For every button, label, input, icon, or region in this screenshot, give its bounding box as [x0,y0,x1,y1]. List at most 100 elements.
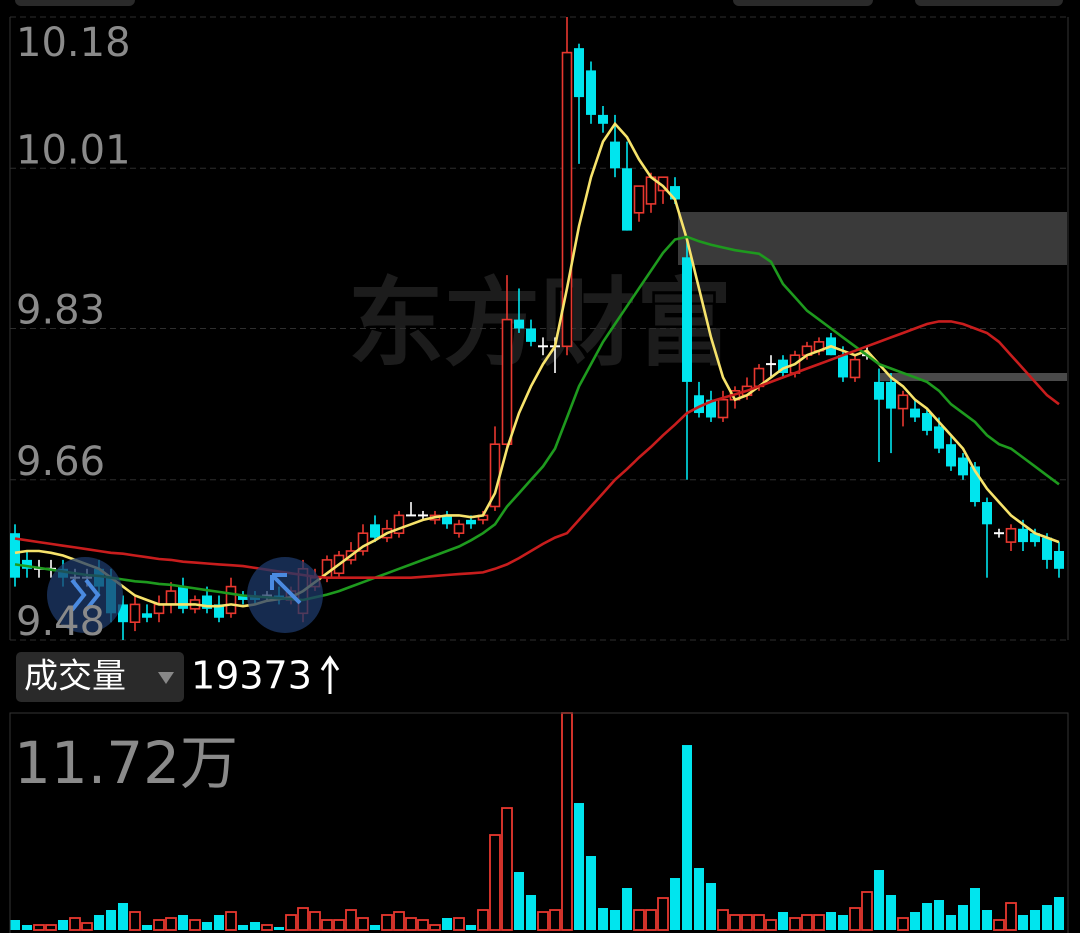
nav-icon [70,578,101,612]
volume-bar [1018,915,1028,930]
volume-bar [58,920,68,930]
moving-average-line [14,121,1060,608]
candle-body [886,381,896,409]
volume-bar [106,910,116,930]
nav-button[interactable] [247,557,323,633]
volume-bar [922,903,932,930]
volume-bar [1054,897,1064,930]
volume-bar [549,909,561,931]
indicator-name: 成交量 [24,657,126,697]
candle-body [849,358,861,379]
candle-body [586,70,596,115]
volume-bar [910,912,920,930]
candle-body [874,381,884,400]
candle-body [370,524,380,538]
y-tick-label: 9.83 [16,288,105,334]
volume-bar [970,888,980,930]
volume-bar [670,878,680,930]
volume-bar [94,915,104,930]
volume-bar [741,914,753,931]
candle-body [22,559,32,569]
volume-bar [309,911,321,931]
volume-bar [238,925,248,930]
candle-body [214,604,224,618]
volume-bar [250,922,260,930]
candle-body [633,185,645,214]
volume-bar [1030,910,1040,930]
volume-bar [537,911,549,931]
price-zone [880,373,1067,381]
candle-body [357,532,369,552]
candle-body [129,603,141,624]
candle-body [970,466,980,503]
volume-bar [657,897,669,931]
volume-bar [993,919,1005,931]
candle-body [526,328,536,342]
volume-bar [598,908,608,930]
volume-bar [801,914,813,931]
volume-bar [345,909,357,931]
candle-body [958,457,968,476]
volume-bar [561,712,573,931]
volume-bar [45,924,57,931]
volume-bar [417,919,429,931]
top-button[interactable] [915,0,1063,6]
candle-body [982,502,992,525]
candle-body [934,426,944,449]
candle-body [238,595,248,600]
volume-bar [622,888,632,930]
candle-body [165,590,177,606]
candle-body [1030,533,1040,543]
volume-bar [333,919,345,931]
candle-body [574,48,584,98]
volume-bar [165,917,177,931]
top-button[interactable] [15,0,135,6]
volume-bar [694,868,704,930]
top-button[interactable] [733,0,873,6]
volume-bar [405,917,417,931]
y-tick-label: 9.48 [16,599,105,645]
candle-body [501,318,513,446]
candle-body [598,114,608,124]
volume-bar [1042,905,1052,930]
volume-bar [33,924,45,931]
volume-bar [357,917,369,931]
volume-bar [370,925,380,930]
candle-body [393,514,405,535]
candle-body [897,394,909,410]
volume-bar [501,807,513,931]
volume-bar [81,922,93,931]
moving-average-line [14,235,1060,602]
volume-bar [129,911,141,931]
volume-bar [225,911,237,931]
volume-bar [813,914,825,931]
volume-bar [514,872,524,930]
candle-body [694,395,704,414]
candle-body [922,413,932,431]
volume-bar [826,912,836,930]
y-tick-label: 10.01 [16,127,131,173]
volume-bar [682,745,692,930]
plot-layer [10,16,1068,931]
dropdown-arrow [158,672,174,684]
volume-readout: 19373 [191,654,312,698]
candle-body [514,319,524,329]
volume-bar [610,910,620,930]
volume-bar [874,870,884,930]
volume-bar [189,919,201,931]
indicator-dropdown[interactable] [16,652,184,702]
volume-bar [897,917,909,931]
volume-bar [934,900,944,930]
candle-body [838,355,848,378]
moving-average-line [14,320,1060,579]
volume-bar [442,918,452,930]
volume-bar [214,915,224,930]
volume-bar [466,925,476,930]
volume-bar [153,919,165,931]
volume-bar [838,915,848,930]
candle-body [682,257,692,382]
candle-body [202,595,212,609]
candle-body [910,408,920,418]
